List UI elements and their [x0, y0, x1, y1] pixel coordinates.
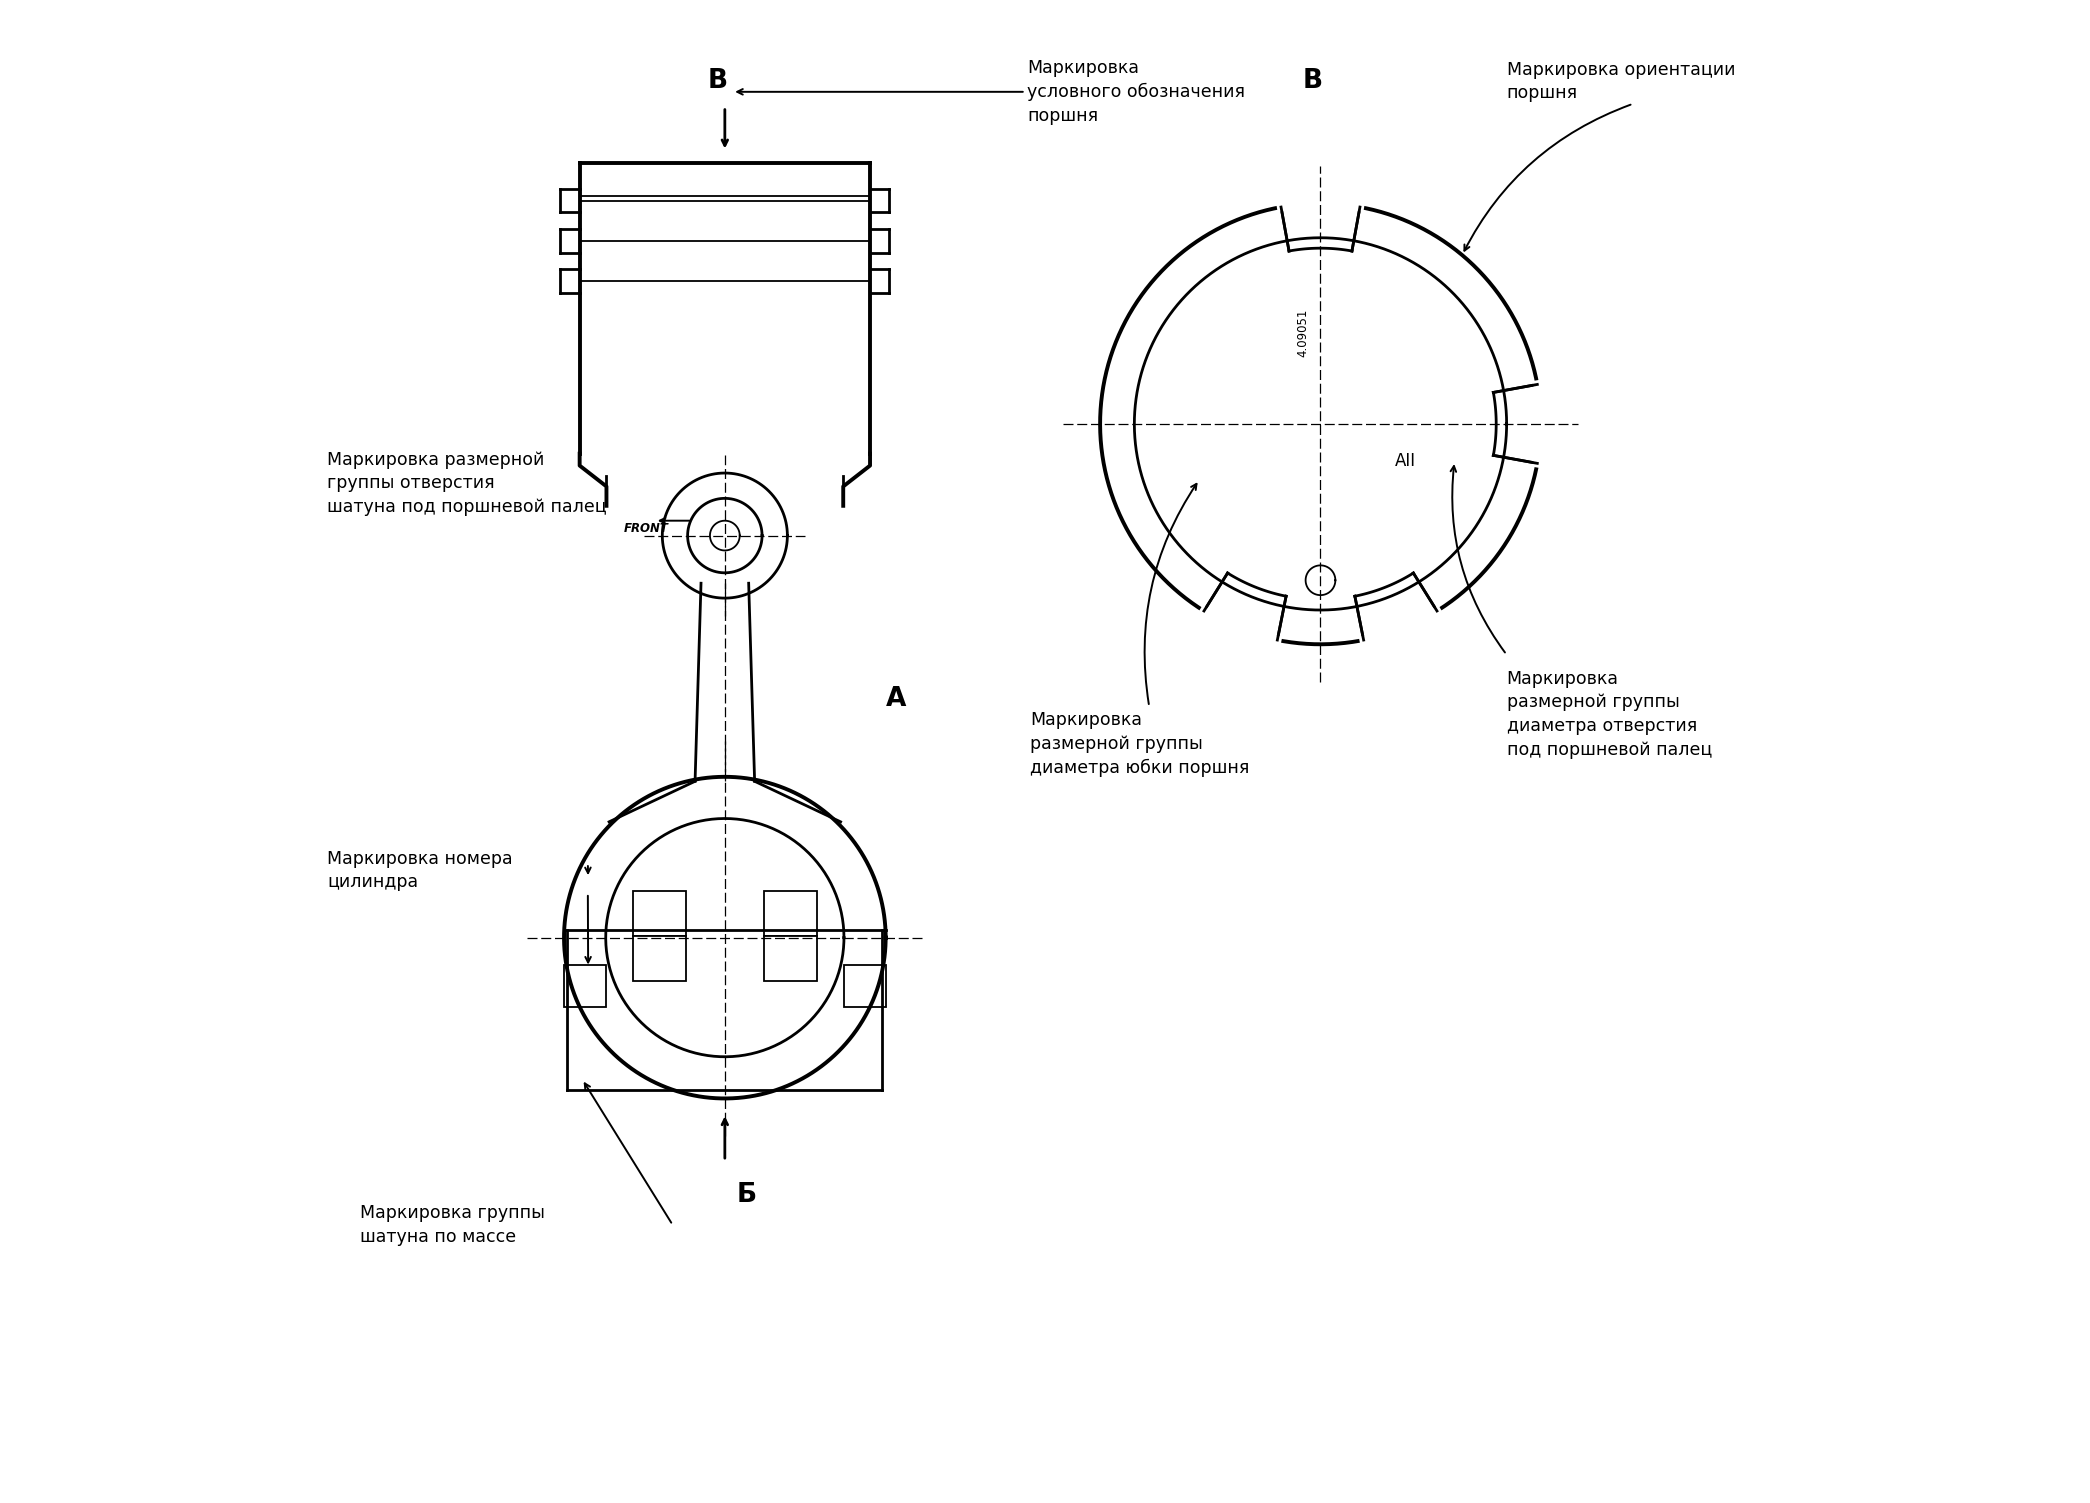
Text: АII: АII	[1394, 452, 1417, 470]
Text: Маркировка
условного обозначения
поршня: Маркировка условного обозначения поршня	[1026, 59, 1246, 125]
Text: В: В	[1302, 69, 1323, 95]
Bar	[844, 965, 886, 1007]
Text: Маркировка номера
цилиндра: Маркировка номера цилиндра	[328, 849, 512, 891]
Text: В: В	[706, 69, 727, 95]
Text: Маркировка группы
шатуна по массе: Маркировка группы шатуна по массе	[359, 1204, 545, 1246]
Text: FRONT: FRONT	[623, 522, 669, 535]
Bar	[564, 965, 606, 1007]
Text: Маркировка
размерной группы
диаметра юбки поршня: Маркировка размерной группы диаметра юбк…	[1030, 711, 1250, 777]
Text: А: А	[886, 687, 907, 712]
Bar	[633, 891, 686, 936]
Text: Маркировка ориентации
поршня: Маркировка ориентации поршня	[1507, 60, 1735, 102]
Bar	[763, 891, 817, 936]
Bar	[763, 936, 817, 981]
Text: Маркировка
размерной группы
диаметра отверстия
под поршневой палец: Маркировка размерной группы диаметра отв…	[1507, 670, 1712, 759]
Text: Маркировка размерной
группы отверстия
шатуна под поршневой палец: Маркировка размерной группы отверстия ша…	[328, 451, 606, 516]
Text: 4.09051: 4.09051	[1296, 308, 1308, 356]
Text: Б: Б	[738, 1183, 757, 1208]
Bar	[633, 936, 686, 981]
